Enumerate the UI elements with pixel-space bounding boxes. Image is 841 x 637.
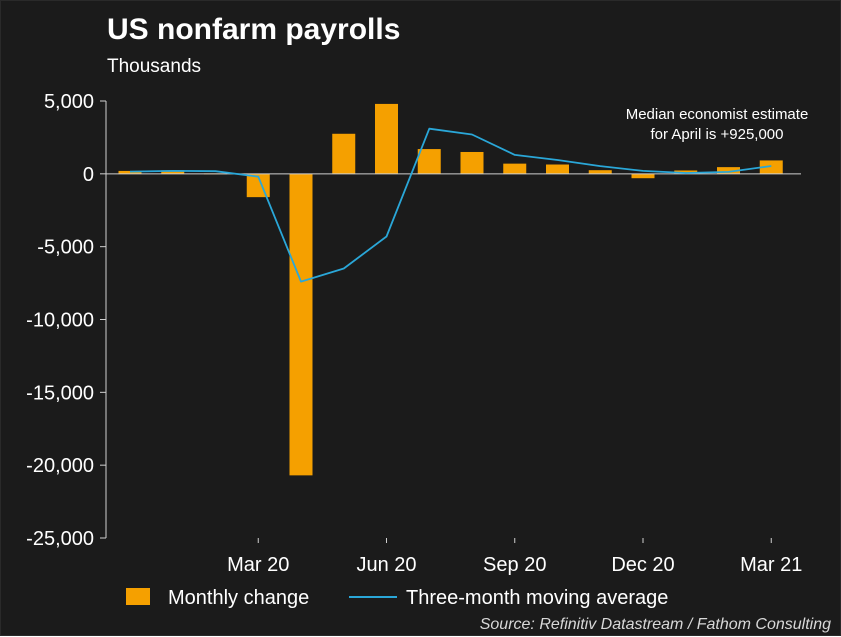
annotation-line-1: Median economist estimate (626, 106, 809, 123)
x-axis: Mar 20 Jun 20 Sep 20 Dec 20 Mar 21 (227, 538, 802, 576)
chart-subtitle: Thousands (107, 56, 201, 77)
source-note: Source: Refinitiv Datastream / Fathom Co… (480, 616, 831, 633)
bar-may-20 (332, 134, 355, 174)
x-tick-label: Dec 20 (611, 554, 674, 576)
bar-series (119, 104, 783, 475)
y-tick-label: -25,000 (26, 528, 94, 550)
y-axis: 5,000 0 -5,000 -10,000 -15,000 -20,000 -25,000 (26, 91, 106, 550)
y-tick-label: 5,000 (44, 91, 94, 113)
y-tick-label: -20,000 (26, 455, 94, 477)
bar-apr-20 (290, 174, 313, 476)
y-tick-label: 0 (83, 164, 94, 186)
bar-sep-20 (503, 164, 526, 174)
x-tick-label: Mar 20 (227, 554, 289, 576)
y-tick-label: -15,000 (26, 382, 94, 404)
legend: Monthly change Three-month moving averag… (126, 587, 668, 609)
bar-nov-20 (589, 170, 612, 174)
line-series (130, 129, 771, 282)
bar-aug-20 (461, 152, 484, 174)
bar-oct-20 (546, 165, 569, 174)
moving-average-line (130, 129, 771, 282)
bar-jul-20 (418, 149, 441, 174)
bar-jun-20 (375, 104, 398, 174)
bar-dec-20 (632, 174, 655, 178)
legend-bar-label: Monthly change (168, 587, 309, 609)
x-tick-label: Jun 20 (356, 554, 416, 576)
annotation-line-2: for April is +925,000 (650, 126, 783, 143)
x-tick-label: Mar 21 (740, 554, 802, 576)
x-tick-label: Sep 20 (483, 554, 546, 576)
y-tick-label: -10,000 (26, 310, 94, 332)
legend-bar-swatch (126, 588, 150, 605)
y-tick-label: -5,000 (37, 237, 94, 259)
chart-title: US nonfarm payrolls (107, 13, 400, 46)
legend-line-label: Three-month moving average (406, 587, 668, 609)
